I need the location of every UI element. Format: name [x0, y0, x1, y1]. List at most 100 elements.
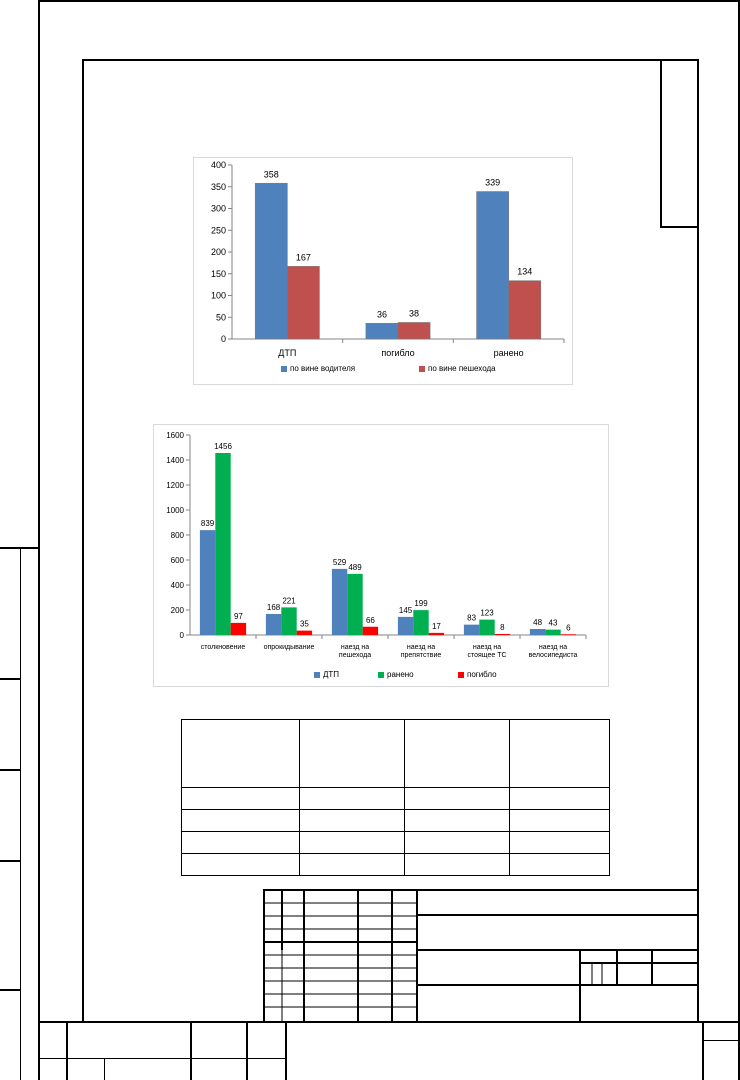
bar [545, 629, 561, 635]
legend-label: по вине водителя [290, 364, 356, 373]
data-label: 167 [296, 252, 311, 262]
bar [397, 322, 431, 340]
bar [281, 607, 297, 635]
table-cell [404, 787, 511, 810]
stamp-line [66, 1022, 68, 1080]
y-tick-label: 150 [211, 269, 226, 279]
x-tick-label-line: ранено [494, 348, 524, 358]
x-tick-label: наезд на велосипедиста [529, 644, 578, 659]
y-tick-label: 1400 [166, 456, 184, 465]
table-cell [509, 787, 610, 810]
x-tick-label-line: велосипедиста [529, 652, 578, 659]
data-label: 168 [267, 603, 281, 612]
data-label: 358 [264, 169, 279, 179]
chart-1-legend-item: по вине пешехода [419, 364, 496, 373]
y-tick-label: 1600 [166, 431, 184, 440]
bar [265, 614, 282, 635]
bar [362, 626, 379, 635]
data-label: 36 [377, 309, 387, 319]
x-tick-label-line: наезд на [341, 644, 369, 651]
x-tick-label-line: препятствие [401, 652, 442, 659]
table-cell [181, 853, 300, 876]
data-label: 17 [432, 622, 441, 631]
chart-2-plot: 02004006008001000120014001600839145697ст… [166, 431, 587, 659]
y-tick-label: 100 [211, 291, 226, 301]
data-label: 38 [409, 308, 419, 318]
stamp-line [702, 1040, 740, 1041]
legend-swatch-icon [419, 365, 425, 372]
x-tick-label: ДТП [278, 348, 296, 358]
frame-right-line [738, 0, 740, 1080]
legend-swatch-icon [378, 671, 384, 678]
y-tick-label: 600 [171, 556, 185, 565]
y-tick-label: 1000 [166, 506, 184, 515]
table-cell [509, 853, 610, 876]
bar [347, 573, 363, 635]
bar [230, 622, 247, 635]
y-tick-label: 350 [211, 182, 226, 192]
inner-frame-right [697, 59, 699, 1022]
stamp-line [285, 1022, 287, 1080]
bar [331, 568, 348, 635]
x-tick-label: наезд на препятствие [401, 644, 442, 659]
x-tick-label-line: наезд на [539, 644, 567, 651]
y-tick-label: 50 [216, 312, 226, 322]
bar [215, 453, 231, 635]
chart-2-legend-item: ДТП [314, 670, 339, 679]
x-tick-label-line: стоящее ТС [467, 652, 506, 659]
table-header-row [181, 719, 610, 788]
bar [199, 530, 216, 635]
legend-label: по вине пешехода [428, 364, 496, 373]
x-tick-label: погибло [381, 348, 414, 358]
table-cell [181, 831, 300, 854]
side-strip-line [0, 547, 40, 549]
table-cell [404, 853, 511, 876]
inner-frame-top [82, 59, 699, 61]
data-label: 134 [517, 267, 532, 277]
legend-swatch-icon [458, 671, 464, 678]
inner-frame-left [82, 59, 84, 1022]
data-label: 97 [234, 612, 243, 621]
table-cell [298, 853, 406, 876]
chart-2-legend-item: погибло [458, 670, 497, 679]
data-label: 8 [500, 623, 505, 632]
x-tick-label-line: опрокидывание [264, 644, 315, 651]
side-strip-line [0, 989, 20, 991]
data-label: 339 [485, 178, 500, 188]
data-label: 48 [533, 618, 542, 627]
bar [428, 632, 445, 635]
bar [254, 182, 288, 340]
table-cell [298, 831, 406, 854]
table-cell [298, 719, 406, 788]
table-cell [298, 809, 406, 832]
x-tick-label-line: наезд на [473, 644, 501, 651]
stamp-line [190, 1022, 192, 1080]
bar [296, 630, 313, 635]
x-tick-label: наезд на пешехода [339, 644, 371, 659]
corner-box-bottom [660, 226, 699, 228]
data-label: 145 [399, 606, 413, 615]
data-label: 83 [467, 614, 476, 623]
data-label: 489 [348, 563, 362, 572]
x-tick-label-line: ДТП [278, 348, 296, 358]
table-row [181, 853, 610, 876]
data-label: 123 [480, 609, 494, 618]
y-tick-label: 400 [211, 160, 226, 170]
stamp-line [104, 1058, 105, 1080]
title-block [263, 889, 699, 1023]
empty-table [181, 719, 610, 876]
table-cell [509, 719, 610, 788]
bar [365, 323, 399, 340]
data-label: 1456 [214, 442, 232, 451]
x-tick-label-line: столкновение [201, 644, 246, 651]
table-row [181, 831, 610, 854]
bar [397, 616, 414, 635]
y-tick-label: 800 [171, 531, 185, 540]
bar [529, 629, 546, 635]
table-cell [181, 787, 300, 810]
bar [413, 610, 429, 635]
y-tick-label: 300 [211, 204, 226, 214]
bar [476, 191, 509, 340]
bar [479, 619, 495, 635]
stamp-line [702, 1022, 704, 1080]
